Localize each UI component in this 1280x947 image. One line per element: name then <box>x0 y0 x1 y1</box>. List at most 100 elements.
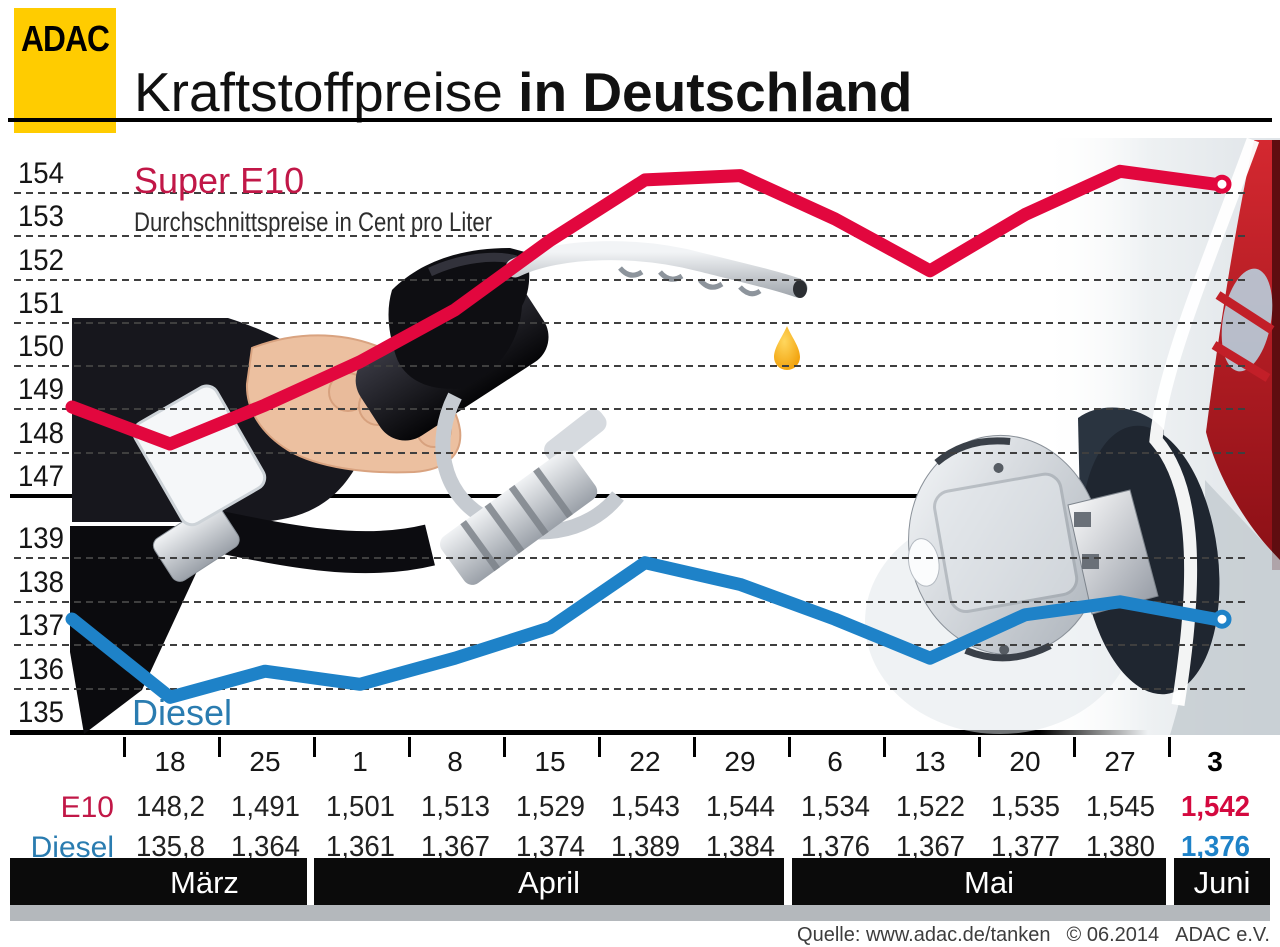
month-band-Juni: Juni <box>1174 858 1270 905</box>
upper-axisline-147 <box>10 494 1280 498</box>
y-axis-label-150: 150 <box>17 330 65 364</box>
x-tick-label-6: 6 <box>827 746 843 777</box>
x-axis-tick <box>122 737 126 757</box>
upper-gridline-150 <box>14 365 1248 368</box>
x-tick-label-25: 25 <box>249 746 281 777</box>
series-label-diesel: Diesel <box>132 692 233 733</box>
y-axis-label-135: 135 <box>17 696 65 729</box>
adac-logo: ADAC <box>14 8 116 133</box>
table-cell-Diesel: 1,374 <box>515 831 585 863</box>
table-cell-E10: 1,522 <box>895 791 965 823</box>
table-cell-E10: 1,534 <box>800 791 870 823</box>
footer-source: Quelle: www.adac.de/tanken <box>797 924 1051 946</box>
y-axis-label-138: 138 <box>17 565 65 599</box>
x-tick-label-27: 27 <box>1104 746 1136 777</box>
x-axis-tick <box>787 737 791 757</box>
month-band-Mai: Mai <box>792 858 1166 905</box>
series-label-super-e10: Super E10 <box>134 160 305 201</box>
table-cell-Diesel: 1,376 <box>800 831 870 863</box>
upper-gridline-151 <box>14 321 1248 324</box>
table-cell-E10: 1,542 <box>1180 791 1250 823</box>
y-axis-label-139: 139 <box>17 522 65 556</box>
table-cell-E10: 1,529 <box>515 791 585 823</box>
upper-gridline-153 <box>14 235 1248 238</box>
table-cell-E10: 1,544 <box>705 791 775 823</box>
table-cell-E10: 1,543 <box>610 791 680 823</box>
page-title: Kraftstoffpreise in Deutschland <box>134 60 912 124</box>
table-cell-E10: 1,513 <box>420 791 490 823</box>
x-axis-tick <box>977 737 981 757</box>
table-cell-Diesel: 1,376 <box>1180 831 1250 863</box>
x-axis-tick <box>692 737 696 757</box>
table-cell-Diesel: 1,389 <box>610 831 680 863</box>
month-bar-shadow <box>10 905 1270 921</box>
x-axis-tick <box>312 737 316 757</box>
photo-hose <box>70 503 435 734</box>
diesel-line <box>65 556 1229 704</box>
x-axis-tick <box>217 737 221 757</box>
month-band-April: April <box>314 858 784 905</box>
page-title-regular: Kraftstoffpreise <box>134 61 503 123</box>
x-tick-label-1: 1 <box>352 746 368 777</box>
x-tick-label-8: 8 <box>447 746 463 777</box>
x-tick-label-29: 29 <box>724 746 756 777</box>
table-cell-Diesel: 1,364 <box>230 831 300 863</box>
y-axis-label-137: 137 <box>17 609 65 643</box>
table-cell-Diesel: 1,367 <box>420 831 490 863</box>
footer-org: ADAC e.V. <box>1175 924 1270 946</box>
table-cell-Diesel: 135,8 <box>135 831 205 863</box>
x-axis-tick <box>597 737 601 757</box>
y-axis-label-136: 136 <box>17 652 65 686</box>
month-band-label: Juni <box>1193 865 1251 900</box>
y-axis-label-148: 148 <box>17 416 65 450</box>
y-axis-label-147: 147 <box>17 460 65 493</box>
page-title-bold: in Deutschland <box>518 61 913 123</box>
x-axis-tick <box>502 737 506 757</box>
table-cell-Diesel: 1,367 <box>895 831 965 863</box>
x-tick-label-20: 20 <box>1009 746 1041 777</box>
diesel-endpoint-dot <box>1212 609 1232 629</box>
header-rule <box>8 118 1272 122</box>
chart-subtitle: Durchschnittspreise in Cent pro Liter <box>134 207 493 237</box>
month-band-label: März <box>170 865 239 900</box>
x-tick-label-15: 15 <box>534 746 566 777</box>
y-axis-label-154: 154 <box>17 156 65 190</box>
table-cell-Diesel: 1,377 <box>990 831 1060 863</box>
photo-fuel-flap <box>907 434 1102 662</box>
table-cell-Diesel: 1,361 <box>325 831 395 863</box>
y-axis-label-152: 152 <box>17 243 65 277</box>
table-cell-E10: 1,501 <box>325 791 395 823</box>
x-axis-tick <box>882 737 886 757</box>
lower-gridline-136 <box>14 687 1248 690</box>
x-tick-label-22: 22 <box>629 746 661 777</box>
x-axis-tick <box>407 737 411 757</box>
month-band-März: März <box>10 858 307 905</box>
e10-line <box>65 164 1229 451</box>
month-band-label: Mai <box>964 865 1014 900</box>
table-cell-E10: 1,491 <box>230 791 300 823</box>
lower-axisline-135 <box>10 730 1280 735</box>
upper-gridline-148 <box>14 451 1248 454</box>
upper-gridline-149 <box>14 408 1248 411</box>
x-axis-tick <box>1167 737 1171 757</box>
y-axis-label-153: 153 <box>17 200 65 234</box>
month-band-label: April <box>517 865 580 900</box>
x-axis-tick <box>1072 737 1076 757</box>
adac-logo-text: ADAC <box>21 18 110 59</box>
table-cell-E10: 1,545 <box>1085 791 1155 823</box>
x-tick-label-3: 3 <box>1207 746 1223 777</box>
photo-car <box>865 137 1280 735</box>
table-cell-E10: 1,535 <box>990 791 1060 823</box>
y-axis-label-151: 151 <box>17 286 65 320</box>
footer-copyright: © 06.2014 <box>1066 924 1160 946</box>
x-tick-label-18: 18 <box>154 746 186 777</box>
lower-gridline-137 <box>14 644 1248 647</box>
lower-gridline-139 <box>14 557 1248 560</box>
upper-gridline-152 <box>14 278 1248 281</box>
table-cell-Diesel: 1,384 <box>705 831 775 863</box>
droplet-icon <box>774 326 800 370</box>
table-cell-E10: 148,2 <box>135 791 205 823</box>
x-tick-label-13: 13 <box>914 746 946 777</box>
